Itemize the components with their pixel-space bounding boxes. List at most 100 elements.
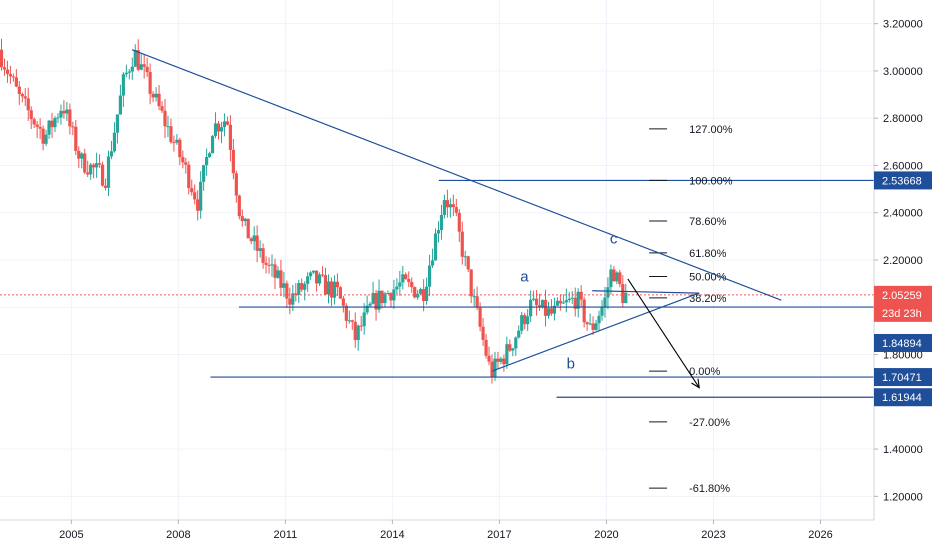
candle-down (537, 305, 542, 308)
candle-down (148, 72, 152, 94)
candle-up (546, 308, 551, 316)
candle-up (130, 66, 134, 72)
candle-down (160, 106, 164, 111)
candle-down (29, 110, 33, 120)
candle-up (207, 153, 212, 158)
candle-down (136, 50, 140, 70)
candle-up (109, 151, 114, 157)
trendline (592, 290, 700, 294)
time-axis-ticks[interactable]: 2005 2008 2011 2014 2017 2020 2023 2026 (59, 520, 833, 541)
price-tick-label: 2.60000 (883, 160, 923, 172)
wave-labels: a b c (520, 230, 618, 372)
price-tick-label: 1.20000 (883, 491, 923, 503)
time-tick-label: 2017 (487, 529, 511, 541)
candle-down (193, 192, 197, 200)
candle-down (255, 235, 259, 251)
candle-up (95, 163, 99, 168)
projection-arrow-shaft (627, 278, 700, 388)
candle-up (53, 118, 57, 128)
candle-up (561, 302, 565, 304)
price-line-tag-bg (874, 388, 932, 407)
candle-down (478, 307, 482, 327)
candle-down (169, 126, 173, 143)
candle-up (526, 316, 530, 325)
candle-up (303, 283, 307, 290)
candle-down (14, 77, 18, 87)
candle-down (294, 293, 298, 295)
candle-up (555, 300, 559, 306)
fib-level-label: -61.80% (689, 483, 730, 495)
price-tick-label: 3.20000 (883, 19, 923, 31)
price-axis-tags: 2.536682.000911.848941.704711.619442.052… (874, 171, 932, 407)
candle-up (258, 248, 262, 251)
price-axis[interactable] (874, 0, 932, 520)
candle-down (475, 296, 479, 308)
candle-down (543, 299, 548, 316)
candle-down (389, 293, 393, 301)
price-line-tag: 1.84894 (882, 338, 922, 350)
candle-up (576, 291, 580, 309)
candle-up (594, 323, 598, 330)
time-tick-label: 2026 (808, 529, 832, 541)
time-tick-label: 2023 (701, 529, 725, 541)
candle-up (386, 293, 390, 295)
candle-up (124, 72, 128, 75)
candle-up (609, 269, 613, 288)
fib-level-label: 100.00% (689, 175, 733, 187)
time-tick-label: 2014 (380, 529, 404, 541)
candle-up (89, 164, 93, 175)
candle-up (154, 93, 158, 98)
candle-down (487, 355, 491, 362)
price-tick-label: 1.80000 (883, 350, 923, 362)
candle-down (502, 358, 506, 365)
candle-down (490, 361, 494, 378)
candle-down (618, 272, 622, 285)
price-tick-label: 3.00000 (883, 66, 923, 78)
candle-down (92, 164, 96, 168)
candle-up (371, 293, 375, 304)
candle-down (77, 150, 81, 159)
candle-up (80, 153, 84, 159)
candle-down (231, 149, 235, 174)
current-price-tag-bg (874, 285, 932, 322)
candle-down (97, 163, 102, 165)
candle-up (383, 293, 387, 304)
candle-down (460, 231, 464, 257)
candle-down (178, 139, 182, 158)
trendline (492, 292, 700, 372)
candle-up (365, 305, 369, 313)
fib-level-label: 50.00% (689, 272, 727, 284)
candle-up (356, 325, 360, 340)
candle-down (71, 126, 75, 128)
candle-down (534, 298, 539, 306)
candle-down (234, 173, 238, 196)
fib-levels: 127.00% 100.00% 78.60% 61.80% 50.00% 38.20% 0.… (649, 124, 733, 495)
candle-down (422, 289, 426, 302)
candle-down (249, 238, 253, 242)
candle-down (285, 283, 289, 299)
candle-down (26, 98, 30, 111)
candle-down (585, 322, 589, 325)
candle-up (199, 181, 203, 211)
price-line-tag-bg (874, 368, 932, 387)
candle-down (50, 120, 54, 128)
candle-down (279, 270, 283, 288)
candle-down (523, 315, 527, 325)
candle-down (454, 207, 458, 213)
candle-up (368, 303, 372, 306)
candle-down (62, 110, 66, 114)
trendline (131, 49, 782, 301)
candle-down (591, 323, 595, 330)
candle-up (401, 274, 405, 283)
candle-down (103, 185, 108, 188)
candle-down (353, 321, 357, 340)
candle-down (187, 164, 191, 189)
candle-down (288, 298, 292, 305)
candle-up (564, 300, 568, 303)
candle-up (326, 281, 331, 295)
candle-up (210, 135, 215, 154)
candle-down (320, 274, 325, 276)
wave-label-b: b (567, 356, 575, 373)
candle-down (558, 300, 562, 304)
